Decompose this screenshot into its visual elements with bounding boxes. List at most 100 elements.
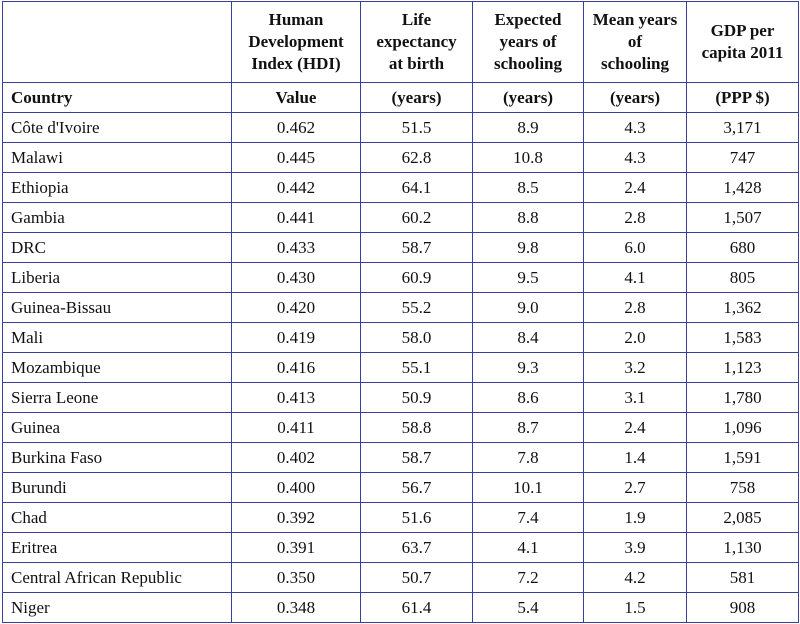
cell-life-expectancy: 58.0 — [360, 322, 473, 353]
cell-gdp-per-capita: 758 — [686, 472, 799, 503]
cell-hdi-value: 0.430 — [231, 262, 361, 293]
cell-life-expectancy: 51.5 — [360, 112, 473, 143]
cell-life-expectancy: 58.8 — [360, 412, 473, 443]
cell-mean-schooling: 2.7 — [583, 472, 687, 503]
cell-hdi-value: 0.350 — [231, 562, 361, 593]
units-mean-schooling: (years) — [583, 82, 687, 113]
cell-expected-schooling: 4.1 — [472, 532, 584, 563]
cell-life-expectancy: 56.7 — [360, 472, 473, 503]
header-life-expectancy: Life expectancy at birth — [360, 1, 473, 83]
cell-gdp-per-capita: 908 — [686, 592, 799, 623]
header-expected-schooling: Expected years of schooling — [472, 1, 584, 83]
cell-life-expectancy: 60.2 — [360, 202, 473, 233]
cell-country: Chad — [2, 502, 232, 533]
cell-expected-schooling: 8.7 — [472, 412, 584, 443]
cell-expected-schooling: 8.5 — [472, 172, 584, 203]
cell-expected-schooling: 9.5 — [472, 262, 584, 293]
cell-mean-schooling: 3.2 — [583, 352, 687, 383]
cell-life-expectancy: 60.9 — [360, 262, 473, 293]
cell-expected-schooling: 8.4 — [472, 322, 584, 353]
cell-expected-schooling: 9.8 — [472, 232, 584, 263]
cell-hdi-value: 0.441 — [231, 202, 361, 233]
cell-mean-schooling: 1.9 — [583, 502, 687, 533]
cell-mean-schooling: 3.1 — [583, 382, 687, 413]
cell-gdp-per-capita: 2,085 — [686, 502, 799, 533]
cell-country: Guinea-Bissau — [2, 292, 232, 323]
cell-life-expectancy: 50.9 — [360, 382, 473, 413]
cell-mean-schooling: 1.5 — [583, 592, 687, 623]
cell-mean-schooling: 2.8 — [583, 202, 687, 233]
cell-hdi-value: 0.411 — [231, 412, 361, 443]
cell-gdp-per-capita: 805 — [686, 262, 799, 293]
cell-expected-schooling: 9.3 — [472, 352, 584, 383]
cell-gdp-per-capita: 1,096 — [686, 412, 799, 443]
cell-life-expectancy: 58.7 — [360, 442, 473, 473]
header-gdp: GDP per capita 2011 — [686, 1, 799, 83]
cell-mean-schooling: 4.3 — [583, 112, 687, 143]
cell-country: Gambia — [2, 202, 232, 233]
units-hdi: Value — [231, 82, 361, 113]
cell-country: Eritrea — [2, 532, 232, 563]
table-row: Gambia 0.441 60.2 8.8 2.8 1,507 — [2, 202, 799, 233]
cell-hdi-value: 0.391 — [231, 532, 361, 563]
cell-country: Sierra Leone — [2, 382, 232, 413]
cell-country: Niger — [2, 592, 232, 623]
cell-hdi-value: 0.402 — [231, 442, 361, 473]
cell-country: Mozambique — [2, 352, 232, 383]
cell-mean-schooling: 2.0 — [583, 322, 687, 353]
cell-country: Guinea — [2, 412, 232, 443]
cell-life-expectancy: 63.7 — [360, 532, 473, 563]
cell-hdi-value: 0.442 — [231, 172, 361, 203]
cell-country: Liberia — [2, 262, 232, 293]
cell-life-expectancy: 61.4 — [360, 592, 473, 623]
cell-hdi-value: 0.348 — [231, 592, 361, 623]
table-row: Côte d'Ivoire 0.462 51.5 8.9 4.3 3,171 — [2, 112, 799, 143]
cell-life-expectancy: 51.6 — [360, 502, 473, 533]
cell-mean-schooling: 4.1 — [583, 262, 687, 293]
cell-gdp-per-capita: 1,123 — [686, 352, 799, 383]
cell-gdp-per-capita: 3,171 — [686, 112, 799, 143]
cell-mean-schooling: 2.8 — [583, 292, 687, 323]
cell-gdp-per-capita: 1,507 — [686, 202, 799, 233]
cell-gdp-per-capita: 1,591 — [686, 442, 799, 473]
table-row: Liberia 0.430 60.9 9.5 4.1 805 — [2, 262, 799, 293]
table-row: Chad 0.392 51.6 7.4 1.9 2,085 — [2, 502, 799, 533]
cell-country: Burkina Faso — [2, 442, 232, 473]
cell-gdp-per-capita: 680 — [686, 232, 799, 263]
cell-expected-schooling: 10.8 — [472, 142, 584, 173]
cell-country: Côte d'Ivoire — [2, 112, 232, 143]
cell-country: Burundi — [2, 472, 232, 503]
table-row: Guinea-Bissau 0.420 55.2 9.0 2.8 1,362 — [2, 292, 799, 323]
cell-mean-schooling: 6.0 — [583, 232, 687, 263]
table-row: Ethiopia 0.442 64.1 8.5 2.4 1,428 — [2, 172, 799, 203]
cell-country: Central African Republic — [2, 562, 232, 593]
table-row: Mozambique 0.416 55.1 9.3 3.2 1,123 — [2, 352, 799, 383]
units-expected-schooling: (years) — [472, 82, 584, 113]
cell-expected-schooling: 8.8 — [472, 202, 584, 233]
cell-expected-schooling: 10.1 — [472, 472, 584, 503]
cell-expected-schooling: 8.9 — [472, 112, 584, 143]
cell-life-expectancy: 62.8 — [360, 142, 473, 173]
cell-expected-schooling: 7.8 — [472, 442, 584, 473]
cell-expected-schooling: 5.4 — [472, 592, 584, 623]
cell-expected-schooling: 9.0 — [472, 292, 584, 323]
table-row: Central African Republic 0.350 50.7 7.2 4.2 5… — [2, 562, 799, 593]
cell-gdp-per-capita: 1,130 — [686, 532, 799, 563]
table-row: Mali 0.419 58.0 8.4 2.0 1,583 — [2, 322, 799, 353]
cell-life-expectancy: 58.7 — [360, 232, 473, 263]
header-hdi: Human Development Index (HDI) — [231, 1, 361, 83]
cell-hdi-value: 0.433 — [231, 232, 361, 263]
cell-hdi-value: 0.445 — [231, 142, 361, 173]
units-gdp: (PPP $) — [686, 82, 799, 113]
cell-hdi-value: 0.420 — [231, 292, 361, 323]
cell-expected-schooling: 8.6 — [472, 382, 584, 413]
cell-country: Ethiopia — [2, 172, 232, 203]
table-row: Malawi 0.445 62.8 10.8 4.3 747 — [2, 142, 799, 173]
cell-hdi-value: 0.462 — [231, 112, 361, 143]
units-row: Country Value (years) (years) (years) (P… — [2, 82, 799, 113]
cell-country: Malawi — [2, 142, 232, 173]
cell-gdp-per-capita: 581 — [686, 562, 799, 593]
cell-hdi-value: 0.400 — [231, 472, 361, 503]
cell-gdp-per-capita: 1,428 — [686, 172, 799, 203]
